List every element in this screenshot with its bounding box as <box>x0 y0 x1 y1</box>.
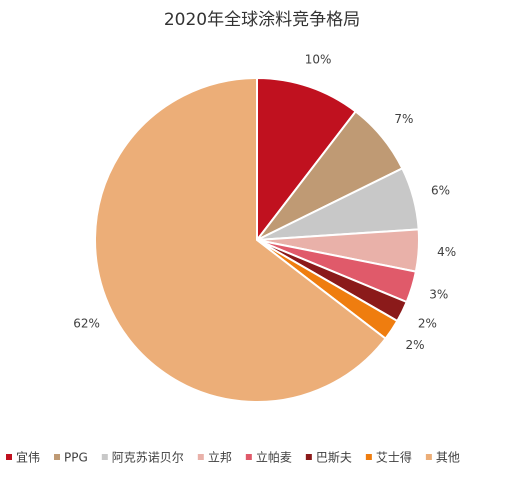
legend-marker <box>101 454 108 460</box>
legend-marker <box>54 454 61 460</box>
pie-slice <box>256 76 358 243</box>
legend-marker <box>365 454 372 460</box>
data-label: 2% <box>405 338 424 352</box>
legend-marker <box>245 454 252 460</box>
data-label: 62% <box>73 317 100 331</box>
legend-label: 立帕麦 <box>256 450 292 465</box>
data-label: 3% <box>429 288 448 302</box>
legend-label: 阿克苏诺贝尔 <box>112 450 184 465</box>
chart-title: 2020年全球涂料竞争格局 <box>164 10 360 30</box>
pie-slice <box>94 76 387 403</box>
legend-label: 巴斯夫 <box>316 451 352 465</box>
legend-label: 艾士得 <box>376 450 412 465</box>
legend-label: 立邦 <box>208 450 232 465</box>
data-label: 4% <box>437 245 456 259</box>
data-label: 6% <box>431 183 450 197</box>
data-label: 2% <box>418 317 437 331</box>
data-label: 10% <box>305 53 332 67</box>
legend-label: 其他 <box>436 451 460 465</box>
legend-marker <box>425 454 432 460</box>
legend-marker <box>305 454 312 460</box>
legend-marker <box>6 454 12 460</box>
legend-marker <box>197 454 204 460</box>
data-label: 7% <box>394 112 413 126</box>
legend-label: PPG <box>64 451 88 465</box>
legend-label: 宜伟 <box>16 450 40 465</box>
